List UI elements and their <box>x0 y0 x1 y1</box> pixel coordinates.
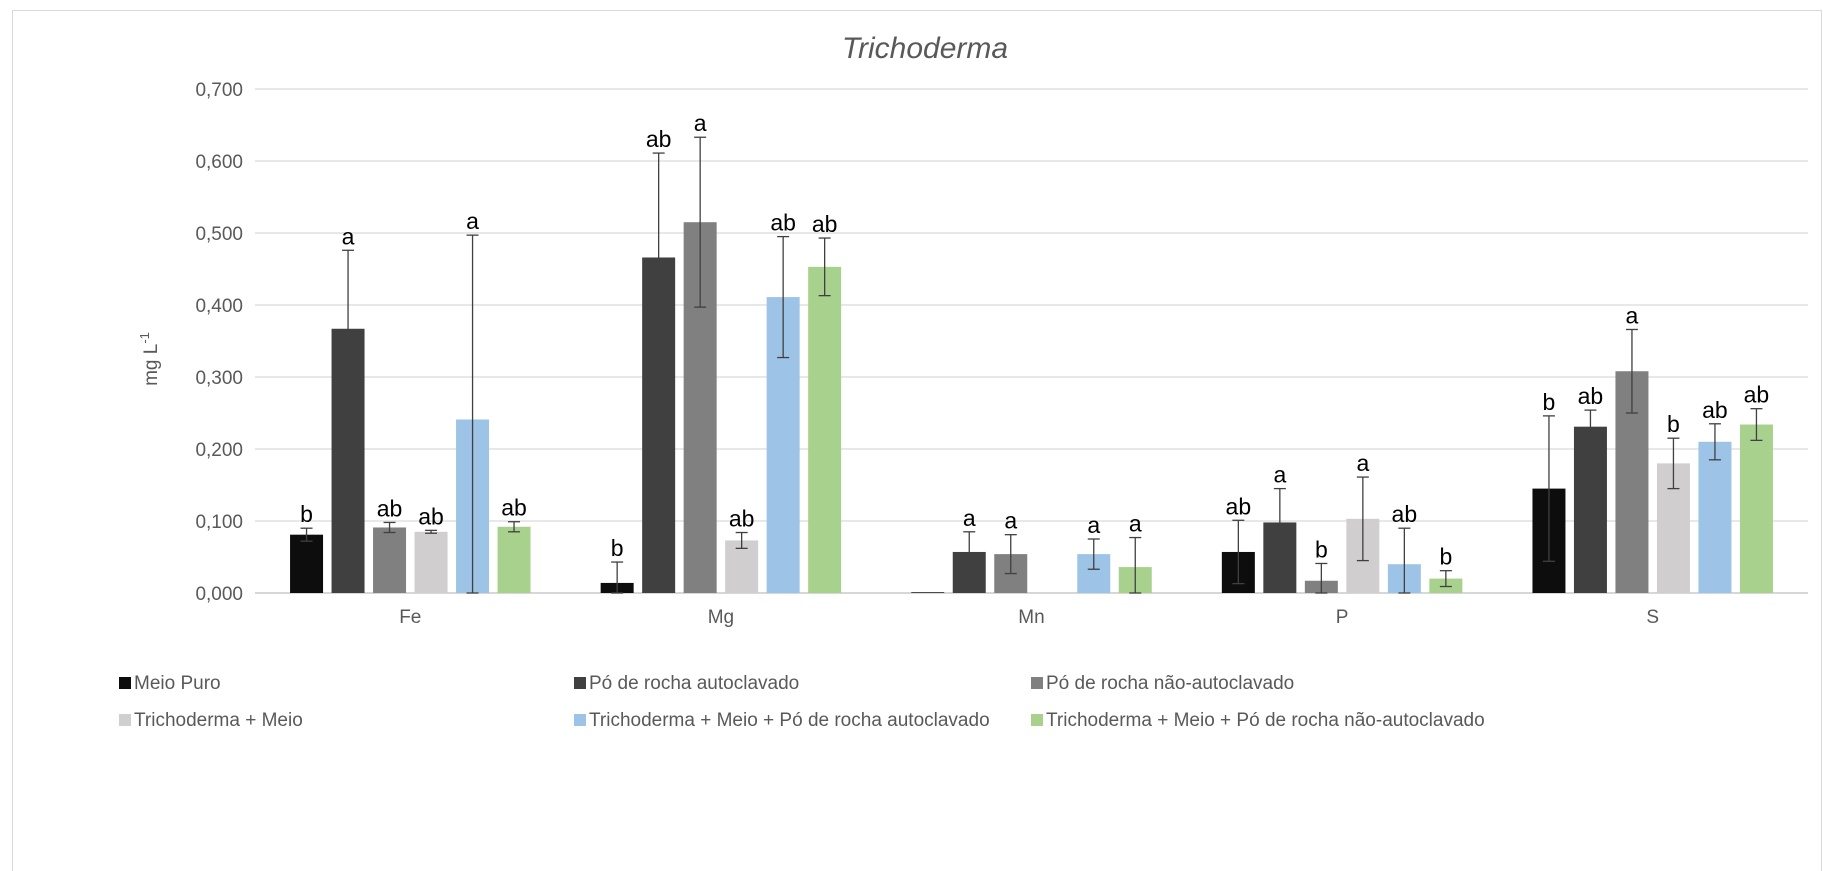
legend-label: Pó de rocha autoclavado <box>589 673 799 694</box>
legend-swatch <box>574 677 586 689</box>
significance-letter: a <box>1273 462 1286 488</box>
significance-letter: a <box>1356 450 1369 476</box>
x-category-label: Mg <box>708 607 734 628</box>
y-tick-label: 0,000 <box>195 584 243 605</box>
significance-letter: a <box>1004 508 1017 534</box>
bar <box>1739 424 1773 593</box>
bar <box>1573 426 1607 593</box>
significance-letter: b <box>1315 536 1328 562</box>
chart-title: Trichoderma <box>842 32 1008 65</box>
significance-letter: ab <box>1226 493 1252 519</box>
legend-label: Pó de rocha não-autoclavado <box>1046 673 1294 694</box>
error-bars <box>300 136 1763 594</box>
y-axis-ticks: 0,000 0,100 0,200 0,300 0,400 0,500 0,600 0,700 <box>195 80 243 605</box>
gridlines <box>255 88 1808 594</box>
significance-letter: ab <box>501 495 527 521</box>
bar <box>725 540 759 593</box>
bar <box>373 527 407 593</box>
chart-frame: Trichoderma 0,000 0,100 0,200 0,300 0,400 0,5… <box>12 10 1822 871</box>
significance-letter: ab <box>770 210 796 236</box>
significance-letter: ab <box>1578 383 1604 409</box>
significance-letter: ab <box>729 506 755 532</box>
legend-swatch <box>1031 677 1043 689</box>
bar <box>1035 592 1069 593</box>
significance-letter: ab <box>1744 382 1770 408</box>
legend-swatch <box>1031 714 1043 726</box>
y-tick-label: 0,500 <box>195 224 243 245</box>
bar <box>497 526 531 593</box>
chart: Trichoderma 0,000 0,100 0,200 0,300 0,400 0,5… <box>119 32 1808 731</box>
significance-letter: a <box>342 223 355 249</box>
legend-label: Trichoderma + Meio <box>134 710 303 731</box>
legend-swatch <box>119 677 131 689</box>
legend: Meio Puro Pó de rocha autoclavado Pó de ro… <box>119 673 1485 731</box>
x-category-label: P <box>1336 607 1349 628</box>
y-axis-label: mg L-1 <box>137 332 162 386</box>
significance-letter: ab <box>1702 397 1728 423</box>
significance-letter: ab <box>418 503 444 529</box>
significance-letter: a <box>1087 512 1100 538</box>
x-category-label: Mn <box>1018 607 1044 628</box>
significance-letter: a <box>694 110 707 136</box>
y-tick-label: 0,300 <box>195 368 243 389</box>
significance-letter: b <box>300 501 313 527</box>
y-axis-label-sup: -1 <box>137 332 152 344</box>
x-axis-categories: Fe Mg Mn P S <box>399 607 1659 628</box>
legend-swatch <box>119 714 131 726</box>
y-tick-label: 0,200 <box>195 440 243 461</box>
y-tick-label: 0,400 <box>195 296 243 317</box>
y-axis-label-main: mg L <box>141 344 162 386</box>
legend-label: Meio Puro <box>134 673 221 694</box>
bar <box>414 531 448 593</box>
bar <box>911 592 945 593</box>
bar <box>1698 441 1732 593</box>
bar <box>808 266 842 593</box>
y-tick-label: 0,700 <box>195 80 243 101</box>
legend-swatch <box>574 714 586 726</box>
significance-letter: ab <box>646 126 672 152</box>
y-tick-label: 0,100 <box>195 512 243 533</box>
legend-label: Trichoderma + Meio + Pó de rocha não-aut… <box>1046 710 1485 731</box>
y-tick-label: 0,600 <box>195 152 243 173</box>
significance-letter: b <box>1667 411 1680 437</box>
x-category-label: S <box>1646 607 1659 628</box>
significance-letter: b <box>1439 544 1452 570</box>
significance-letter: ab <box>377 495 403 521</box>
bar <box>290 534 324 593</box>
significance-letter: a <box>1129 511 1142 537</box>
significance-letter: a <box>963 505 976 531</box>
significance-letter: ab <box>812 211 838 237</box>
significance-letter: a <box>1626 302 1639 328</box>
significance-letter: b <box>611 535 624 561</box>
significance-letter: a <box>466 208 479 234</box>
significance-letter: ab <box>1392 501 1418 527</box>
legend-label: Trichoderma + Meio + Pó de rocha autocla… <box>589 710 990 731</box>
significance-letter: b <box>1543 389 1556 415</box>
x-category-label: Fe <box>399 607 421 628</box>
